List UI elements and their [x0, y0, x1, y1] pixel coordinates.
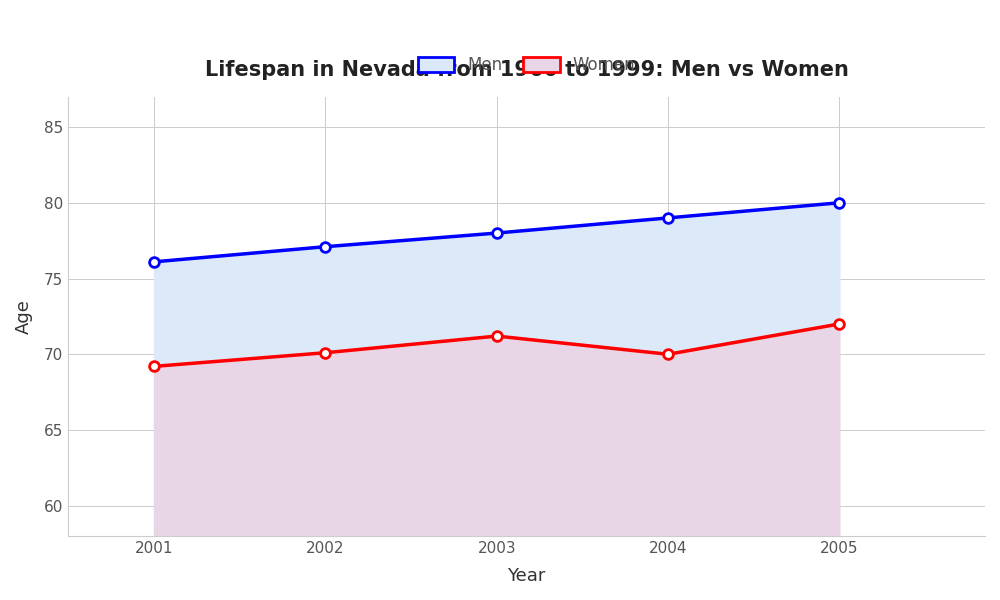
X-axis label: Year: Year — [507, 567, 546, 585]
Title: Lifespan in Nevada from 1960 to 1999: Men vs Women: Lifespan in Nevada from 1960 to 1999: Me… — [205, 60, 849, 80]
Legend: Men, Women: Men, Women — [409, 48, 644, 83]
Y-axis label: Age: Age — [15, 299, 33, 334]
